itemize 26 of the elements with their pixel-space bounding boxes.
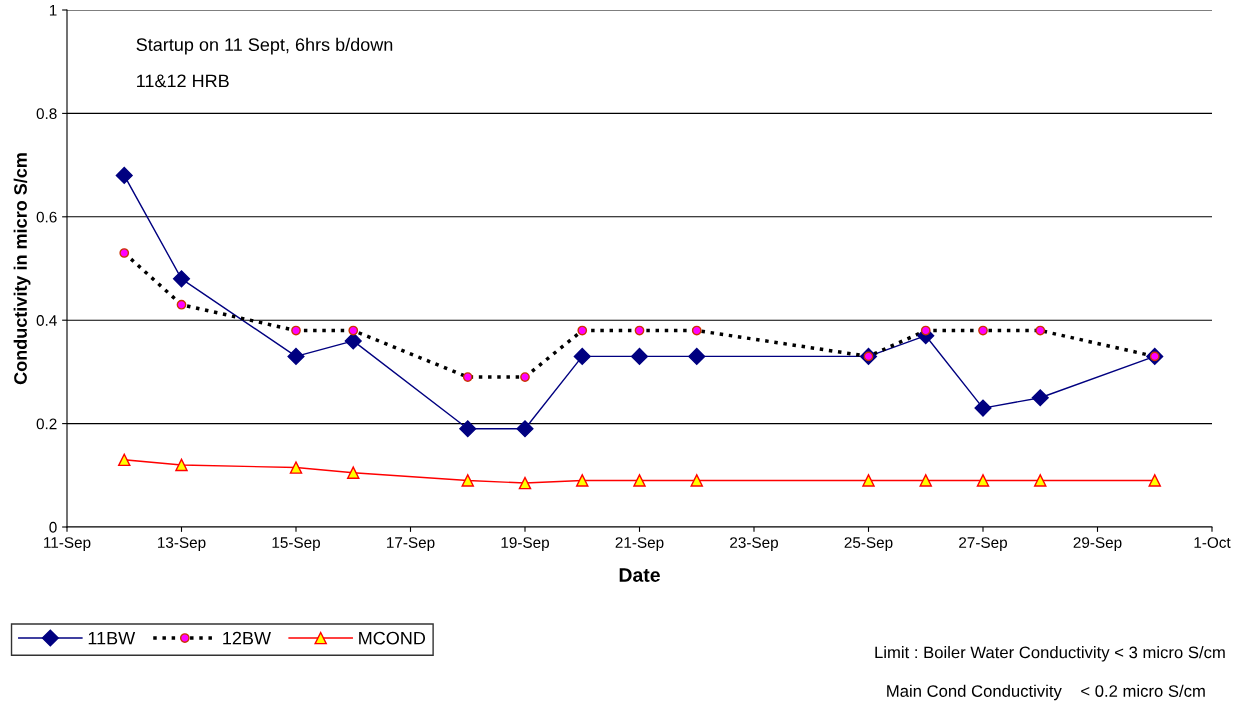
- y-axis-title: Conductivity in micro S/cm: [13, 153, 31, 385]
- x-axis-title: Date: [619, 568, 660, 582]
- y-tick-label: 0: [49, 521, 57, 533]
- annotation: Startup on 11 Sept, 6hrs b/down: [136, 37, 393, 55]
- annotation: 11&12 HRB: [137, 74, 229, 88]
- y-tick-label: 1: [49, 5, 57, 16]
- y-tick-label: 0.6: [36, 211, 57, 223]
- x-tick-label: 23-Sep: [730, 537, 778, 551]
- x-tick-label: 17-Sep: [387, 537, 435, 551]
- x-tick-label: 19-Sep: [501, 537, 549, 551]
- x-tick-label: 11-Sep: [44, 537, 91, 551]
- legend-label: 11BW: [88, 631, 136, 645]
- x-tick-label: 27-Sep: [959, 537, 1007, 551]
- x-tick-label: 29-Sep: [1073, 537, 1122, 551]
- text: Limit : Boiler Water Conductivity < 3 micro S/cm: [875, 646, 1225, 662]
- x-tick-label: 1-Oct: [1194, 537, 1231, 548]
- x-tick-label: 15-Sep: [272, 537, 320, 551]
- y-tick-label: 0.8: [36, 108, 57, 120]
- y-tick-label: 0.4: [36, 315, 57, 326]
- x-tick-label: 25-Sep: [844, 537, 893, 551]
- legend-label: 12BW: [223, 631, 271, 645]
- legend-label: MCOND: [359, 631, 426, 645]
- x-tick-label: 13-Sep: [158, 537, 206, 551]
- x-tick-label: 21-Sep: [615, 537, 664, 551]
- y-tick-label: 0.2: [36, 418, 57, 430]
- text: Main Cond Conductivity < 0.2 micro S/cm: [887, 684, 1205, 701]
